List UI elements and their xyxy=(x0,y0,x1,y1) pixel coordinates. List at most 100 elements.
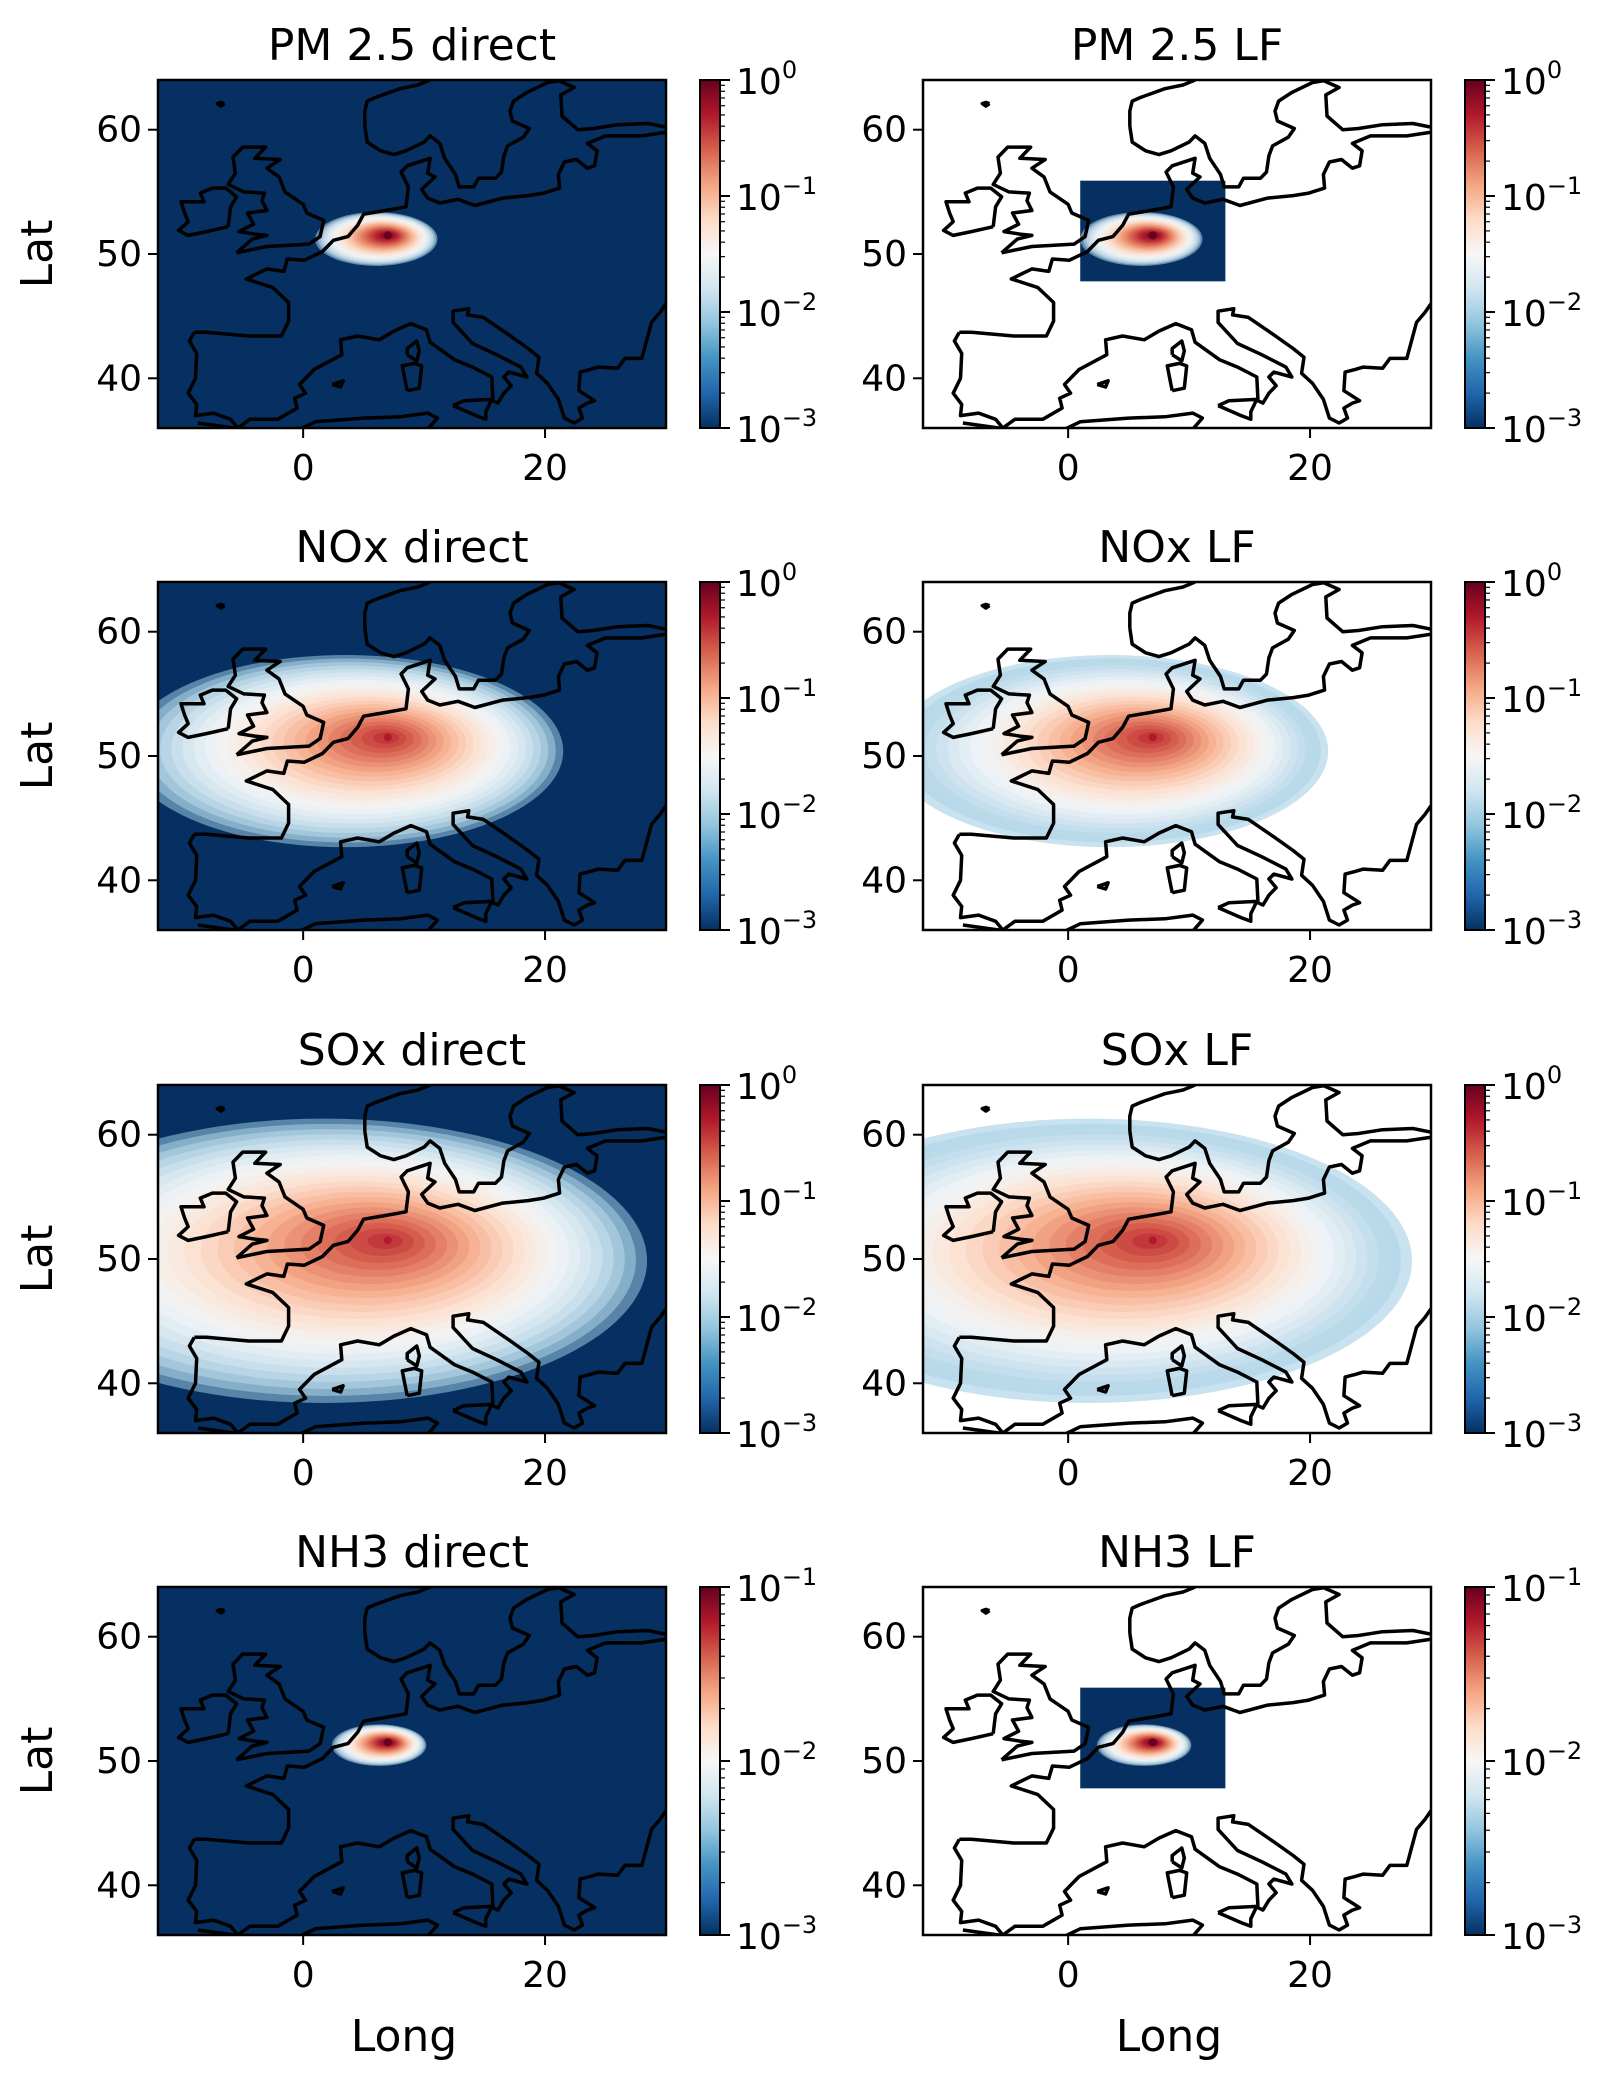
map-panel: NH3 LF 0 20 40 50 60 Long 10−1 10−2 10−3 xyxy=(861,1527,1582,2062)
coastline xyxy=(587,1441,621,1447)
coastline xyxy=(363,80,564,189)
concentration-field xyxy=(158,80,666,428)
y-tick-label: 50 xyxy=(96,1239,142,1280)
coastline xyxy=(400,1868,424,1900)
coastline xyxy=(1128,1085,1196,1131)
coastline xyxy=(1096,379,1110,389)
coastline xyxy=(959,130,1431,338)
coastline xyxy=(959,1637,1431,1845)
colorbar: 100 10−1 10−2 10−3 xyxy=(1464,1061,1582,1456)
concentration-field xyxy=(923,655,1329,848)
coastline xyxy=(215,602,226,610)
map-panel: SOx LF 0 20 40 50 60 100 10−1 10−2 10−3 xyxy=(861,1025,1582,1494)
colorbar-tick-label: 10−2 xyxy=(736,790,817,837)
map-panel: NH3 direct 0 20 40 50 60 Lat Long 10−1 10−2 10−3 xyxy=(12,1527,817,2062)
y-axis-label: Lat xyxy=(12,220,63,289)
colorbar-tick-label: 10−1 xyxy=(1501,172,1582,219)
coastline xyxy=(991,1150,1091,1260)
y-axis-label: Lat xyxy=(12,722,63,791)
colorbar-tick-label: 100 xyxy=(736,1061,797,1108)
coastline xyxy=(363,1587,564,1696)
map-panel: NOx direct 0 20 40 50 60 Lat 100 10−1 10−2 10−3 xyxy=(12,522,817,991)
y-tick-label: 50 xyxy=(861,1741,907,1782)
x-tick-label: 20 xyxy=(1287,1955,1333,1996)
coastline xyxy=(951,1307,1431,1433)
x-tick-label: 20 xyxy=(1287,950,1333,991)
coastline xyxy=(405,339,422,363)
colorbar-tick-label: 10−3 xyxy=(736,906,817,953)
x-tick-label: 20 xyxy=(522,950,568,991)
coastline xyxy=(941,688,1004,740)
y-tick-label: 60 xyxy=(96,1617,142,1658)
coastline xyxy=(452,397,494,422)
y-tick-label: 50 xyxy=(861,1239,907,1280)
panel-title: NOx LF xyxy=(1098,522,1255,573)
x-tick-label: 0 xyxy=(292,448,315,489)
source-point xyxy=(1148,1738,1157,1747)
x-tick-label: 0 xyxy=(1057,448,1080,489)
y-axis-label: Lat xyxy=(12,1225,63,1294)
coastline xyxy=(959,632,1431,840)
coastline xyxy=(1217,1904,1259,1929)
panel-title: NOx direct xyxy=(295,522,528,573)
coastline xyxy=(1217,397,1259,422)
map-panel: SOx direct 0 20 40 50 60 Lat 100 10−1 10−2 10−3 xyxy=(12,1025,817,1494)
y-axis-label: Lat xyxy=(12,1727,63,1796)
coastline xyxy=(1165,361,1189,393)
coastlines xyxy=(941,1085,1431,1433)
coastline xyxy=(215,1607,226,1615)
map-panel: PM 2.5 direct 0 20 40 50 60 Lat 100 10−1 10−2 10−3 xyxy=(12,20,817,489)
colorbar-tick-label: 10−1 xyxy=(1501,1563,1582,1610)
coastline xyxy=(1128,1085,1329,1194)
coastline xyxy=(941,186,1004,238)
y-tick-label: 60 xyxy=(861,612,907,653)
source-point xyxy=(1148,1236,1157,1245)
coastline xyxy=(452,899,494,924)
source-point xyxy=(383,1738,392,1747)
coastline xyxy=(1170,841,1187,865)
coastline xyxy=(400,863,424,895)
colorbar-tick-label: 10−3 xyxy=(1501,404,1582,451)
x-tick-label: 20 xyxy=(522,1955,568,1996)
coastline xyxy=(587,436,621,442)
coastline xyxy=(197,1416,440,1433)
coastlines xyxy=(176,1587,666,1935)
coastline xyxy=(226,1652,326,1762)
coastline xyxy=(991,1652,1091,1762)
coastlines xyxy=(176,1085,666,1447)
coastlines xyxy=(941,582,1431,930)
y-tick-label: 40 xyxy=(96,1363,142,1404)
x-tick-label: 0 xyxy=(1057,1955,1080,1996)
coastline xyxy=(1096,1886,1110,1896)
colorbar-tick-label: 100 xyxy=(736,56,797,103)
coastline xyxy=(363,80,431,126)
colorbar-tick-label: 100 xyxy=(736,558,797,605)
coastline xyxy=(405,1846,422,1870)
colorbar: 100 10−1 10−2 10−3 xyxy=(1464,558,1582,953)
colorbar-tick-label: 100 xyxy=(1501,1061,1562,1108)
colorbar-gradient xyxy=(1464,79,1486,429)
coastline xyxy=(556,582,666,634)
coastline xyxy=(452,1904,494,1929)
y-tick-label: 60 xyxy=(861,1617,907,1658)
x-tick-label: 20 xyxy=(522,448,568,489)
x-axis-label: Long xyxy=(351,2011,457,2062)
coastline xyxy=(186,302,666,428)
y-tick-label: 60 xyxy=(861,1115,907,1156)
colorbar: 10−1 10−2 10−3 xyxy=(1464,1563,1582,1958)
x-tick-label: 0 xyxy=(1057,1453,1080,1494)
colorbar-tick-label: 10−1 xyxy=(736,1563,817,1610)
colorbar-tick-label: 100 xyxy=(1501,558,1562,605)
coastline xyxy=(1217,1402,1259,1427)
colorbar-tick-label: 10−2 xyxy=(1501,1293,1582,1340)
panel-title: PM 2.5 direct xyxy=(268,20,556,71)
colorbar-gradient xyxy=(1464,1084,1486,1434)
coastline xyxy=(556,1085,666,1137)
coastline xyxy=(197,1918,440,1935)
coastline xyxy=(1128,582,1329,691)
coastline xyxy=(194,632,666,840)
coastline xyxy=(991,647,1091,757)
coastline xyxy=(194,1135,666,1343)
x-tick-label: 0 xyxy=(292,1453,315,1494)
y-tick-label: 60 xyxy=(96,612,142,653)
